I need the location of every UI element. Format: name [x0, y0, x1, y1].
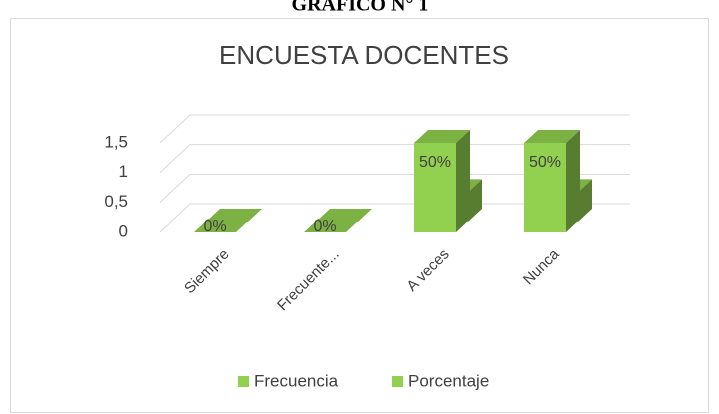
grid-line: [159, 203, 630, 233]
bar-face: [316, 209, 372, 222]
bar-face: [524, 130, 580, 143]
legend-label: Porcentaje: [408, 371, 489, 390]
bar: [524, 130, 580, 232]
data-label: 50%: [419, 154, 451, 171]
y-tick-label: 1: [119, 162, 128, 181]
bar-face: [578, 179, 592, 222]
x-tick-label: Frecuente...: [274, 246, 343, 315]
legend-swatch: [392, 376, 403, 387]
y-tick-label: 1,5: [104, 132, 128, 151]
bar-face: [206, 209, 262, 222]
grid-line: [159, 114, 630, 144]
legend-label: Frecuencia: [254, 371, 339, 390]
chart-title: ENCUESTA DOCENTES: [219, 40, 509, 70]
y-tick-label: 0: [119, 221, 128, 240]
bar-face: [414, 143, 456, 232]
bar: [304, 219, 360, 232]
bar: [414, 130, 470, 232]
bar-face: [304, 219, 360, 232]
bar-face: [566, 130, 580, 232]
bar-face: [468, 179, 482, 222]
legend-swatch: [238, 376, 249, 387]
heading: GRÁFICO N° 1: [292, 0, 429, 16]
x-tick-label: Nunca: [520, 245, 563, 288]
grid-line: [159, 173, 630, 203]
bar: [206, 209, 262, 222]
chart-border: [10, 18, 709, 413]
data-label: 0%: [313, 218, 336, 235]
bar: [316, 209, 372, 222]
x-tick-label: A veces: [403, 246, 452, 295]
bar-face: [524, 143, 566, 232]
data-label: 0%: [203, 218, 226, 235]
bar-face: [194, 219, 250, 232]
bar-face: [456, 130, 470, 232]
x-tick-label: Siempre: [181, 246, 233, 298]
y-tick-label: 0,5: [104, 192, 128, 211]
bar: [194, 219, 250, 232]
data-label: 50%: [529, 154, 561, 171]
bar-face: [414, 130, 470, 143]
grid-line: [159, 144, 630, 174]
